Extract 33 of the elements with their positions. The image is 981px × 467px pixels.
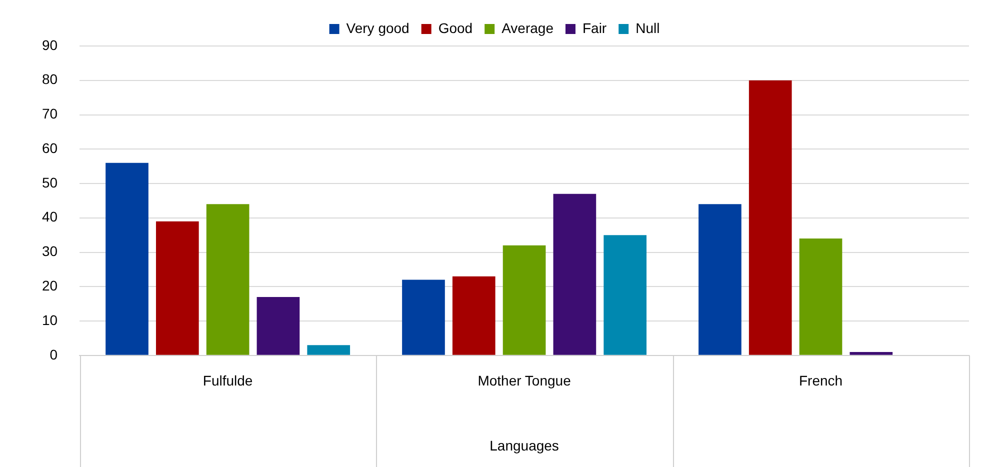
y-tick-label: 70 bbox=[42, 106, 58, 122]
x-tick-label: Fulfulde bbox=[202, 372, 253, 389]
bar bbox=[698, 204, 742, 355]
x-tick-label: Mother Tongue bbox=[478, 372, 572, 389]
bar bbox=[850, 352, 893, 355]
y-tick-label: 50 bbox=[42, 174, 58, 190]
bar bbox=[452, 276, 496, 355]
y-tick-label: 10 bbox=[42, 312, 58, 328]
x-tick-label: French bbox=[798, 372, 843, 389]
bar bbox=[799, 238, 842, 355]
legend-label: Average bbox=[502, 20, 554, 36]
y-tick-label: 20 bbox=[42, 278, 58, 294]
bar bbox=[553, 194, 596, 355]
bar bbox=[307, 345, 350, 355]
bar bbox=[156, 221, 199, 355]
bar bbox=[604, 235, 647, 355]
legend-label: Fair bbox=[582, 20, 607, 36]
legend-label: Very good bbox=[346, 20, 410, 36]
y-tick-label: 30 bbox=[42, 243, 58, 260]
y-tick-label: 80 bbox=[42, 71, 58, 88]
legend-label: Null bbox=[636, 20, 660, 36]
bar bbox=[402, 280, 445, 355]
bar bbox=[748, 80, 792, 355]
x-axis-title: Languages bbox=[490, 437, 559, 454]
bar bbox=[256, 296, 300, 355]
legend-label: Good bbox=[438, 20, 473, 36]
bar bbox=[206, 204, 250, 355]
bar bbox=[502, 245, 546, 355]
bar bbox=[106, 162, 148, 355]
y-tick-label: 60 bbox=[42, 140, 58, 156]
y-tick-label: 40 bbox=[42, 208, 58, 225]
y-tick-label: 90 bbox=[42, 36, 58, 53]
y-tick-label: 0 bbox=[50, 346, 58, 362]
